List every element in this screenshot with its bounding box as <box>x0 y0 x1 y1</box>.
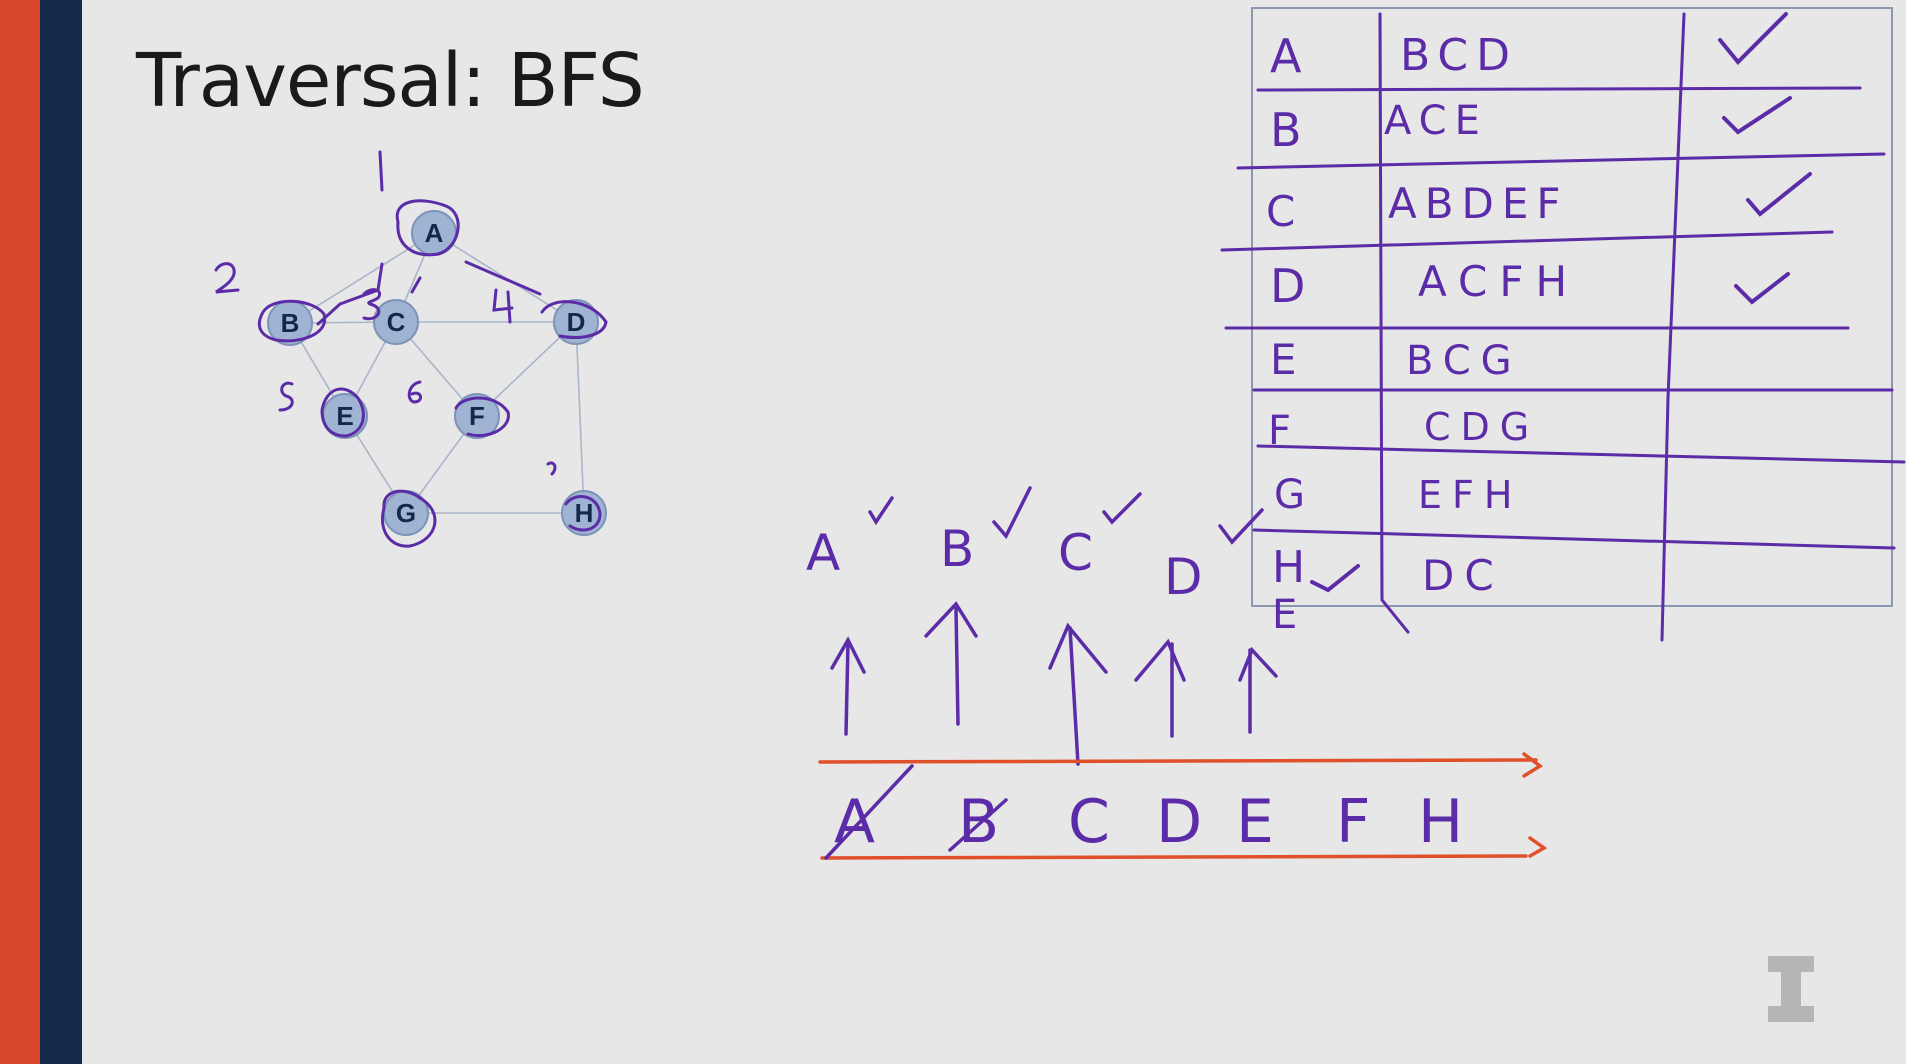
graph-edges <box>289 232 585 514</box>
check-mark-icon <box>868 496 894 526</box>
queue-item: E <box>1236 787 1274 857</box>
table-frame <box>1251 7 1893 607</box>
check-mark-icon <box>1218 508 1264 545</box>
row-vertex: F <box>1268 408 1291 454</box>
node-c: C <box>373 299 419 345</box>
extra-mark: E <box>1272 592 1297 638</box>
node-label: G <box>396 498 416 528</box>
node-label: E <box>336 401 353 431</box>
queue-boundaries <box>818 752 1548 860</box>
check-mark-icon <box>1734 272 1790 305</box>
check-mark-icon <box>1310 564 1360 593</box>
processed-checks <box>868 486 1264 545</box>
table-row: G EFH <box>1274 472 1522 518</box>
check-mark-icon <box>1102 492 1142 525</box>
queue-item: C <box>1068 787 1110 857</box>
node-e: E <box>322 393 368 439</box>
dequeue-arrows <box>830 601 1278 766</box>
up-arrow-icon <box>924 601 978 726</box>
row-neighbors: ACE <box>1384 98 1488 144</box>
processed-item: D <box>1164 548 1203 606</box>
row-neighbors: BCG <box>1406 338 1522 384</box>
check-mark-icon <box>1718 12 1788 65</box>
up-arrow-icon <box>1134 638 1186 738</box>
node-label: B <box>281 308 300 338</box>
queue-strikethroughs <box>824 764 1008 860</box>
table-row: B ACE <box>1270 96 1792 157</box>
row-neighbors: EFH <box>1418 473 1522 517</box>
table-row: H DC <box>1272 542 1504 600</box>
graph-diagram: A B C D E F G H <box>214 150 608 548</box>
table-grid-lines <box>1220 12 1906 642</box>
queue-item: D <box>1156 787 1202 857</box>
node-label: D <box>567 307 586 337</box>
node-label: F <box>469 401 485 431</box>
graph-annotations <box>214 150 608 548</box>
row-vertex: A <box>1270 29 1302 83</box>
check-mark-icon <box>1722 96 1792 135</box>
node-label: C <box>387 307 406 337</box>
illinois-block-i-logo <box>1768 956 1814 1022</box>
accent-bar-navy <box>40 0 82 1064</box>
table-row: E BCG <box>1270 335 1522 384</box>
check-mark-icon <box>1746 172 1812 217</box>
queue: A B C D E F H <box>818 752 1548 860</box>
up-arrow-icon <box>830 636 866 736</box>
table-row: C ABDEF <box>1266 172 1812 236</box>
queue-item: A <box>834 787 875 857</box>
check-mark-icon <box>992 486 1032 540</box>
row-vertex: D <box>1270 259 1305 313</box>
table-row: F CDG <box>1268 405 1539 454</box>
row-neighbors: ACFH <box>1418 257 1579 306</box>
queue-item: F <box>1336 787 1371 857</box>
row-vertex: E <box>1270 335 1297 384</box>
up-arrow-icon <box>1048 622 1108 766</box>
processed-item: B <box>940 520 974 578</box>
node-f: F <box>454 393 500 439</box>
table-row: A BCD <box>1270 12 1788 83</box>
processed-item: C <box>1058 524 1093 582</box>
table-row: D ACFH <box>1270 257 1790 313</box>
node-b: B <box>267 300 313 346</box>
node-label: H <box>575 498 594 528</box>
row-neighbors: ABDEF <box>1388 179 1569 228</box>
processed-list: A B C D <box>806 486 1264 606</box>
slide-title: Traversal: BFS <box>136 38 645 124</box>
row-vertex: G <box>1274 472 1305 518</box>
node-d: D <box>553 299 599 345</box>
row-vertex: C <box>1266 187 1295 236</box>
queue-item: B <box>958 787 999 857</box>
queue-item: H <box>1418 787 1463 857</box>
node-label: A <box>425 218 444 248</box>
node-g: G <box>383 490 429 536</box>
row-vertex: H <box>1272 542 1305 593</box>
row-neighbors: DC <box>1422 551 1504 600</box>
row-neighbors: BCD <box>1400 30 1518 81</box>
row-neighbors: CDG <box>1424 405 1539 449</box>
adjacency-table: A BCD B ACE C ABDEF D ACFH E BCG F CDG G <box>1220 7 1906 642</box>
row-vertex: B <box>1270 103 1302 157</box>
up-arrow-icon <box>1238 646 1278 734</box>
processed-item: A <box>806 524 840 582</box>
accent-bar-orange <box>0 0 40 1064</box>
